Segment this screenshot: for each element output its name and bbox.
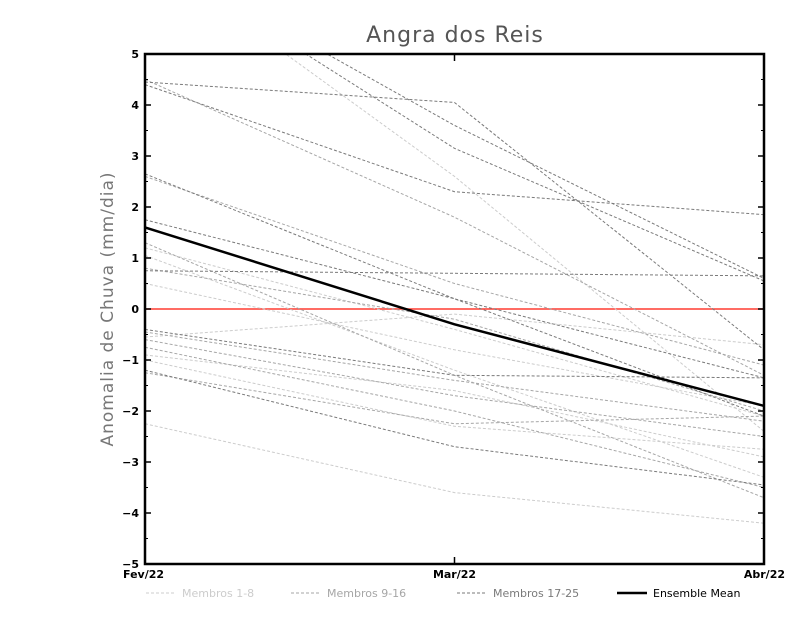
series-line-6: [284, 54, 764, 432]
axes: −5 −4 −3 −2 −1 0 1 2 3 4 5 Fev/22 Mar/22 Abr/22: [122, 48, 785, 581]
legend-label-3: Membros 17-25: [493, 587, 579, 600]
plot-area: [145, 54, 764, 524]
y-tick-label: −4: [122, 507, 139, 520]
series-line-20: [304, 54, 764, 282]
series-line-14: [145, 346, 764, 488]
series-line-8: [145, 359, 764, 450]
series-line-10: [145, 175, 764, 366]
legend-label-1: Membros 1-8: [182, 587, 254, 600]
x-tick-label: Abr/22: [744, 568, 785, 581]
legend-label-4: Ensemble Mean: [653, 587, 740, 600]
ensemble-mean-line: [145, 226, 764, 408]
y-tick-label: 5: [131, 48, 139, 61]
x-tick-label: Mar/22: [433, 568, 476, 581]
series-line-21: [145, 270, 764, 277]
series-line-9: [145, 79, 764, 376]
series-line-5: [145, 313, 764, 346]
series-line-4: [145, 283, 764, 407]
x-tick-label: Fev/22: [123, 568, 164, 581]
legend-label-2: Membros 9-16: [327, 587, 406, 600]
y-tick-label: 2: [131, 201, 139, 214]
series-line-25: [145, 369, 764, 486]
y-axis-label: Anomalia de Chuva (mm/dia): [98, 171, 118, 446]
series-line-1: [145, 423, 764, 524]
y-tick-label: 3: [131, 150, 139, 163]
series-line-12: [145, 267, 764, 412]
y-tick-label: −2: [122, 405, 139, 418]
series-line-16: [145, 339, 764, 437]
series-line-3: [145, 254, 764, 478]
y-tick-label: 1: [131, 252, 139, 265]
series-line-15: [145, 372, 764, 425]
y-tick-label: −1: [122, 354, 139, 367]
series-line-17: [145, 81, 764, 351]
chart-title: Angra dos Reis: [366, 23, 544, 48]
series-line-13: [145, 331, 764, 422]
series-line-24: [145, 328, 764, 379]
plot-clip-group: [145, 54, 764, 524]
y-tick-label: −5: [122, 558, 139, 571]
y-tick-label: 4: [131, 99, 139, 112]
y-tick-label: 0: [131, 303, 139, 316]
legend: Membros 1-8 Membros 9-16 Membros 17-25 Ense…: [146, 587, 740, 600]
y-tick-label: −3: [122, 456, 139, 469]
series-line-23: [145, 173, 764, 417]
series-line-22: [145, 219, 764, 379]
series-line-18: [145, 84, 764, 216]
series-line-7: [145, 354, 764, 458]
series-line-2: [145, 247, 764, 417]
